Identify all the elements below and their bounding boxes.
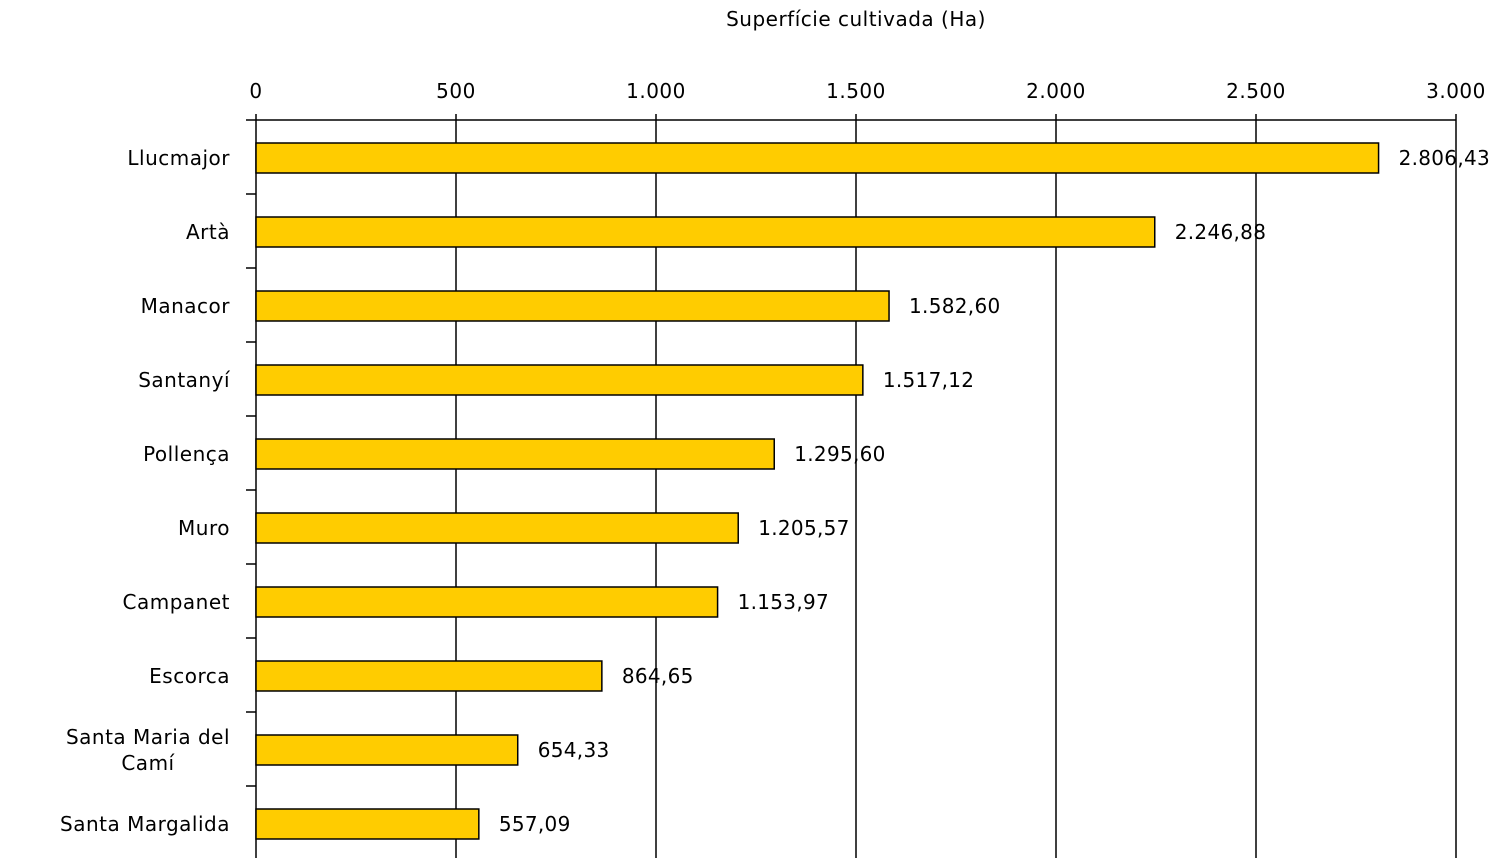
x-tick-label: 2.000: [1026, 79, 1086, 103]
category-label: Llucmajor: [127, 146, 230, 170]
bar: [255, 734, 519, 766]
category-label-line: Santa Maria del: [66, 725, 230, 749]
category-label-line: Artà: [186, 220, 230, 244]
labels: 0 500 1.000 1.500 2.000 2.500 3.000 2.806,43 Llu…: [60, 79, 1490, 836]
data-label: 557,09: [499, 812, 571, 836]
bar: [255, 512, 739, 544]
category-label-line: Llucmajor: [127, 146, 230, 170]
category-label-line: Campanet: [123, 590, 230, 614]
bar: [255, 216, 1156, 248]
axes: [246, 119, 1456, 787]
data-label: 2.806,43: [1399, 146, 1490, 170]
data-label: 654,33: [538, 738, 610, 762]
category-label-line: Escorca: [149, 664, 230, 688]
category-label: Muro: [178, 516, 230, 540]
category-label: Campanet: [123, 590, 230, 614]
data-label: 1.517,12: [883, 368, 974, 392]
category-label: Santa Maria del Camí: [66, 725, 230, 775]
data-label: 1.205,57: [758, 516, 849, 540]
category-label-line: Pollença: [143, 442, 230, 466]
category-label-line: Muro: [178, 516, 230, 540]
data-label: 1.153,97: [738, 590, 829, 614]
x-tick-label: 1.000: [626, 79, 686, 103]
category-label: Artà: [186, 220, 230, 244]
bars: [255, 142, 1380, 840]
category-label-line: Santa Margalida: [60, 812, 230, 836]
data-label: 1.295,60: [794, 442, 885, 466]
data-label: 2.246,88: [1175, 220, 1266, 244]
chart-title: Superfície cultivada (Ha): [726, 7, 986, 31]
x-tick-label: 2.500: [1226, 79, 1286, 103]
bar: [255, 364, 864, 396]
data-label: 1.582,60: [909, 294, 1000, 318]
category-label: Santanyí: [138, 368, 231, 392]
category-label-line: Camí: [121, 751, 175, 775]
bar: [255, 660, 603, 692]
x-tick-label: 1.500: [826, 79, 886, 103]
data-label: 864,65: [622, 664, 694, 688]
x-tick-label: 0: [249, 79, 262, 103]
x-tick-label: 3.000: [1426, 79, 1486, 103]
bar: [255, 290, 890, 322]
bar: [255, 808, 480, 840]
x-tick-label: 500: [436, 79, 476, 103]
category-label-line: Manacor: [141, 294, 231, 318]
category-label-line: Santanyí: [138, 368, 231, 392]
bar: [255, 438, 775, 470]
category-label: Pollença: [143, 442, 230, 466]
category-label: Santa Margalida: [60, 812, 230, 836]
category-label: Escorca: [149, 664, 230, 688]
category-label: Manacor: [141, 294, 231, 318]
bar: [255, 586, 719, 618]
bar: [255, 142, 1380, 174]
